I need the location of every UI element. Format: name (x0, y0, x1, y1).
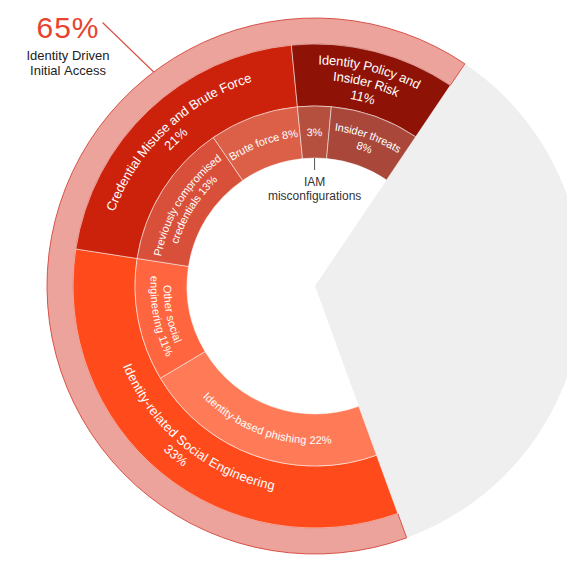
label-part: and (165, 103, 191, 128)
label-part: Access (64, 63, 106, 78)
subcategory-segment (213, 107, 302, 181)
segment-label: Insiderthreats (334, 121, 404, 156)
label-part: Identity (26, 48, 68, 63)
segment-label: Bruteforce8% (227, 127, 299, 163)
segment-label: Identity-relatedSocialEngineering (120, 361, 276, 492)
segment-label: CredentialMisuseandBruteForce (103, 70, 253, 213)
label-part: 8% (281, 127, 299, 141)
label-part: credentials (168, 192, 203, 245)
rings (47, 18, 465, 554)
label-text-path: engineering11% (148, 276, 175, 359)
label-part: Identity-related (120, 361, 181, 440)
label-text-path: 3% (306, 126, 322, 138)
label-text-path: 8% (355, 139, 374, 156)
segment-label: credentials13% (168, 173, 219, 245)
label-text-path: Identity-relatedSocialEngineering (120, 361, 276, 492)
label-part: Identity-based (201, 390, 265, 437)
segment-label: 21% (161, 124, 191, 153)
label-text-path: IdentityPolicyand (318, 52, 423, 92)
label-part: 11% (349, 87, 377, 108)
label-part: Other (162, 285, 176, 314)
label-part: Risk (373, 77, 402, 100)
label-part: and (397, 69, 423, 92)
label-part: Credential (103, 154, 144, 213)
label-part: Brute (227, 140, 256, 163)
label-part: threats (368, 130, 404, 156)
label-part: Initial (30, 63, 60, 78)
label-text-path: Identity-basedphishing22% (201, 390, 332, 446)
label-part: Engineering (207, 454, 277, 493)
label-part: 11% (157, 334, 176, 358)
label-part: 33% (161, 441, 191, 469)
label-part: 8% (355, 139, 374, 156)
segment-label: Identity-basedphishing22% (201, 390, 332, 446)
total-title: Identity Driven (26, 48, 109, 63)
segment-label: Previouslycompromised (151, 152, 223, 257)
backdrop-group (47, 18, 567, 554)
label-part: 22% (309, 433, 332, 446)
segment-label: 33% (161, 441, 191, 469)
total-value: 65% (36, 11, 99, 44)
label-text-path: credentials13% (168, 173, 219, 245)
label-part: 3% (306, 126, 322, 138)
segment-label: 8% (355, 139, 374, 156)
plot-area (47, 18, 465, 554)
subcategory-segment (160, 352, 376, 466)
segment-label: 3% (306, 126, 322, 138)
label-text-path: Previouslycompromised (151, 152, 223, 257)
chart-svg: Identity-relatedSocialEngineering33% Cred… (0, 0, 567, 565)
label-part: IAM (304, 175, 325, 189)
label-part: Identity (318, 52, 362, 71)
chart-container: Identity-relatedSocialEngineering33% Cred… (0, 0, 567, 565)
category-segment (73, 249, 398, 528)
label-part: Brute (186, 84, 220, 113)
external-label: IAM (304, 175, 325, 189)
label-text-path: 21% (161, 124, 191, 153)
label-part: phishing (264, 426, 306, 445)
label-part: Insider (334, 121, 369, 140)
label-part: 21% (161, 124, 191, 153)
total-title: Initial Access (30, 63, 106, 78)
label-part: engineering (148, 276, 167, 335)
total-ring (47, 18, 465, 554)
segment-label: 11% (349, 87, 377, 108)
segment-label: IdentityPolicyand (318, 52, 423, 92)
backdrop (47, 18, 567, 554)
segment-label: engineering11% (148, 276, 175, 359)
label-part: 13% (196, 173, 220, 197)
subcategory-segment (135, 258, 205, 378)
external-label: misconfigurations (268, 189, 361, 203)
subcategory-segment (297, 106, 331, 159)
label-text-path: CredentialMisuseandBruteForce (103, 70, 253, 213)
total-leader (103, 23, 154, 72)
subcategory-segment (327, 107, 416, 180)
leader-line (314, 158, 315, 170)
labels: Identity-relatedSocialEngineering33% Cred… (26, 11, 423, 493)
label-text-path: Bruteforce8% (227, 127, 299, 163)
label-part: misconfigurations (268, 189, 361, 203)
label-part: force (254, 130, 281, 149)
label-text-path: 33% (161, 441, 191, 469)
label-text-path: Insiderthreats (334, 121, 404, 156)
label-part: Driven (72, 48, 110, 63)
label-part: Force (217, 70, 253, 96)
label-text-path: 11% (349, 87, 377, 108)
